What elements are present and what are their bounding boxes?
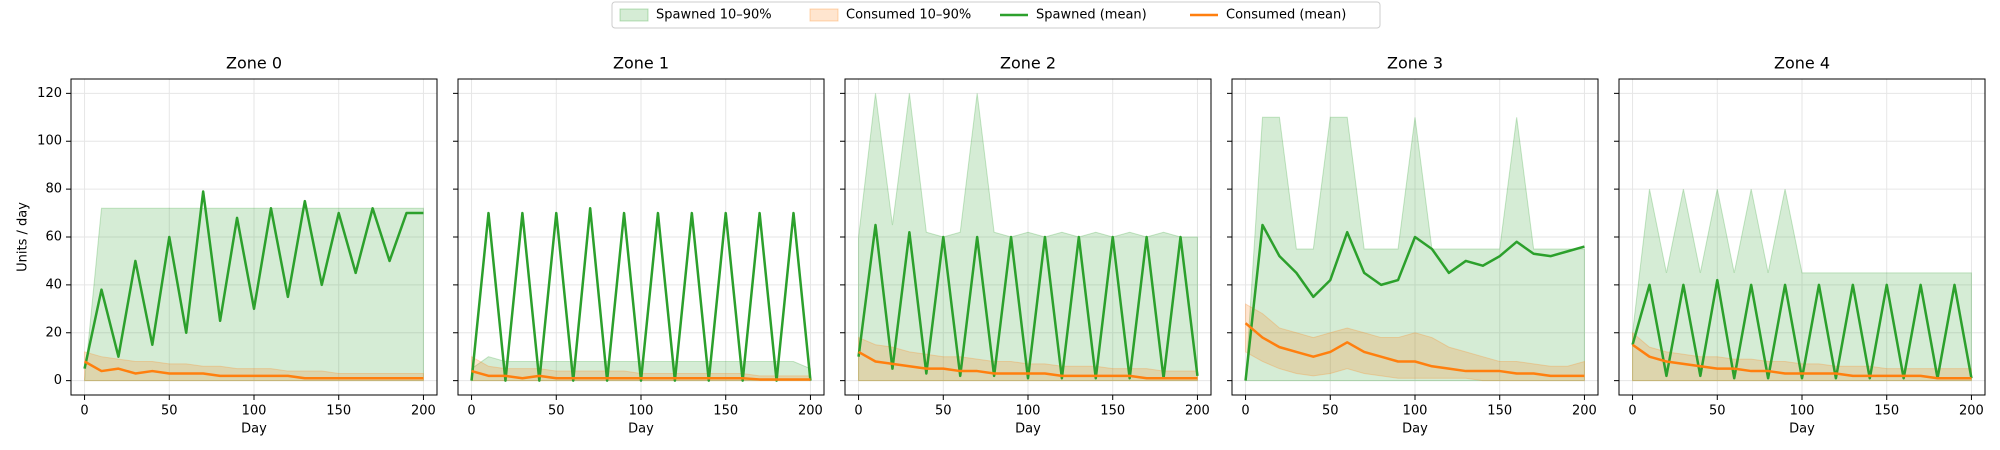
axes-frame xyxy=(1231,78,1599,396)
x-tick-label: 150 xyxy=(326,404,351,419)
axes-frame xyxy=(844,78,1212,396)
legend-swatch xyxy=(619,8,649,22)
x-tick-label: 0 xyxy=(467,404,475,419)
series-line xyxy=(470,207,812,382)
x-tick-label: 200 xyxy=(1959,404,1984,419)
x-tick-label: 150 xyxy=(1487,404,1512,419)
series-line xyxy=(471,369,811,381)
x-tick-label: 0 xyxy=(1241,404,1249,419)
x-axis-label: Day xyxy=(1015,422,1041,437)
y-tick-label: 20 xyxy=(45,325,62,340)
series-line xyxy=(83,190,424,369)
band xyxy=(1632,189,1972,382)
panel-title: Zone 3 xyxy=(1387,54,1443,73)
y-tick-label: 80 xyxy=(45,182,62,197)
x-tick-label: 150 xyxy=(1100,404,1125,419)
panel-title: Zone 2 xyxy=(1000,54,1056,73)
panel-title: Zone 0 xyxy=(226,54,282,73)
band xyxy=(1245,303,1585,382)
legend-label: Spawned 10–90% xyxy=(656,8,772,23)
x-tick-label: 50 xyxy=(161,404,178,419)
x-tick-label: 100 xyxy=(1790,404,1815,419)
band xyxy=(84,207,424,382)
x-tick-label: 50 xyxy=(1322,404,1339,419)
axes-frame xyxy=(1618,78,1986,396)
series-line xyxy=(1244,322,1585,378)
legend-label: Consumed 10–90% xyxy=(846,8,971,23)
x-tick-label: 200 xyxy=(411,404,436,419)
axes-frame xyxy=(70,78,438,396)
legend-label: Spawned (mean) xyxy=(1036,8,1147,23)
series-line xyxy=(1631,278,1973,380)
y-tick-label: 120 xyxy=(37,86,62,101)
y-tick-label: 0 xyxy=(54,373,62,388)
band xyxy=(1245,116,1585,382)
x-tick-label: 50 xyxy=(548,404,565,419)
x-axis-label: Day xyxy=(241,422,267,437)
series-line xyxy=(857,350,1198,380)
legend-label: Consumed (mean) xyxy=(1226,8,1346,23)
series-line xyxy=(1631,343,1972,380)
panel-title: Zone 4 xyxy=(1774,54,1830,73)
x-tick-label: 150 xyxy=(713,404,738,419)
x-tick-label: 100 xyxy=(629,404,654,419)
axes-frame xyxy=(457,78,825,396)
x-tick-label: 100 xyxy=(1403,404,1428,419)
x-tick-label: 0 xyxy=(854,404,862,419)
x-tick-label: 50 xyxy=(1709,404,1726,419)
x-tick-label: 100 xyxy=(242,404,267,419)
panel-title: Zone 1 xyxy=(613,54,669,73)
y-tick-label: 60 xyxy=(45,230,62,245)
x-tick-label: 0 xyxy=(80,404,88,419)
x-axis-label: Day xyxy=(1402,422,1428,437)
series-line xyxy=(83,360,424,380)
series-line xyxy=(857,223,1199,380)
legend-swatch xyxy=(809,8,839,22)
y-tick-label: 40 xyxy=(45,277,62,292)
band xyxy=(858,93,1198,382)
y-tick-label: 100 xyxy=(37,134,62,149)
x-axis-label: Day xyxy=(628,422,654,437)
x-tick-label: 50 xyxy=(935,404,952,419)
x-tick-label: 150 xyxy=(1874,404,1899,419)
x-tick-label: 200 xyxy=(1572,404,1597,419)
x-tick-label: 100 xyxy=(1016,404,1041,419)
legend-frame xyxy=(611,1,1381,29)
y-axis-label: Units / day xyxy=(16,202,31,272)
x-tick-label: 200 xyxy=(798,404,823,419)
x-tick-label: 200 xyxy=(1185,404,1210,419)
legend: Spawned 10–90% Consumed 10–90% Spawned (me… xyxy=(611,1,1381,29)
series-line xyxy=(1244,223,1585,381)
x-axis-label: Day xyxy=(1789,422,1815,437)
x-tick-label: 0 xyxy=(1628,404,1636,419)
